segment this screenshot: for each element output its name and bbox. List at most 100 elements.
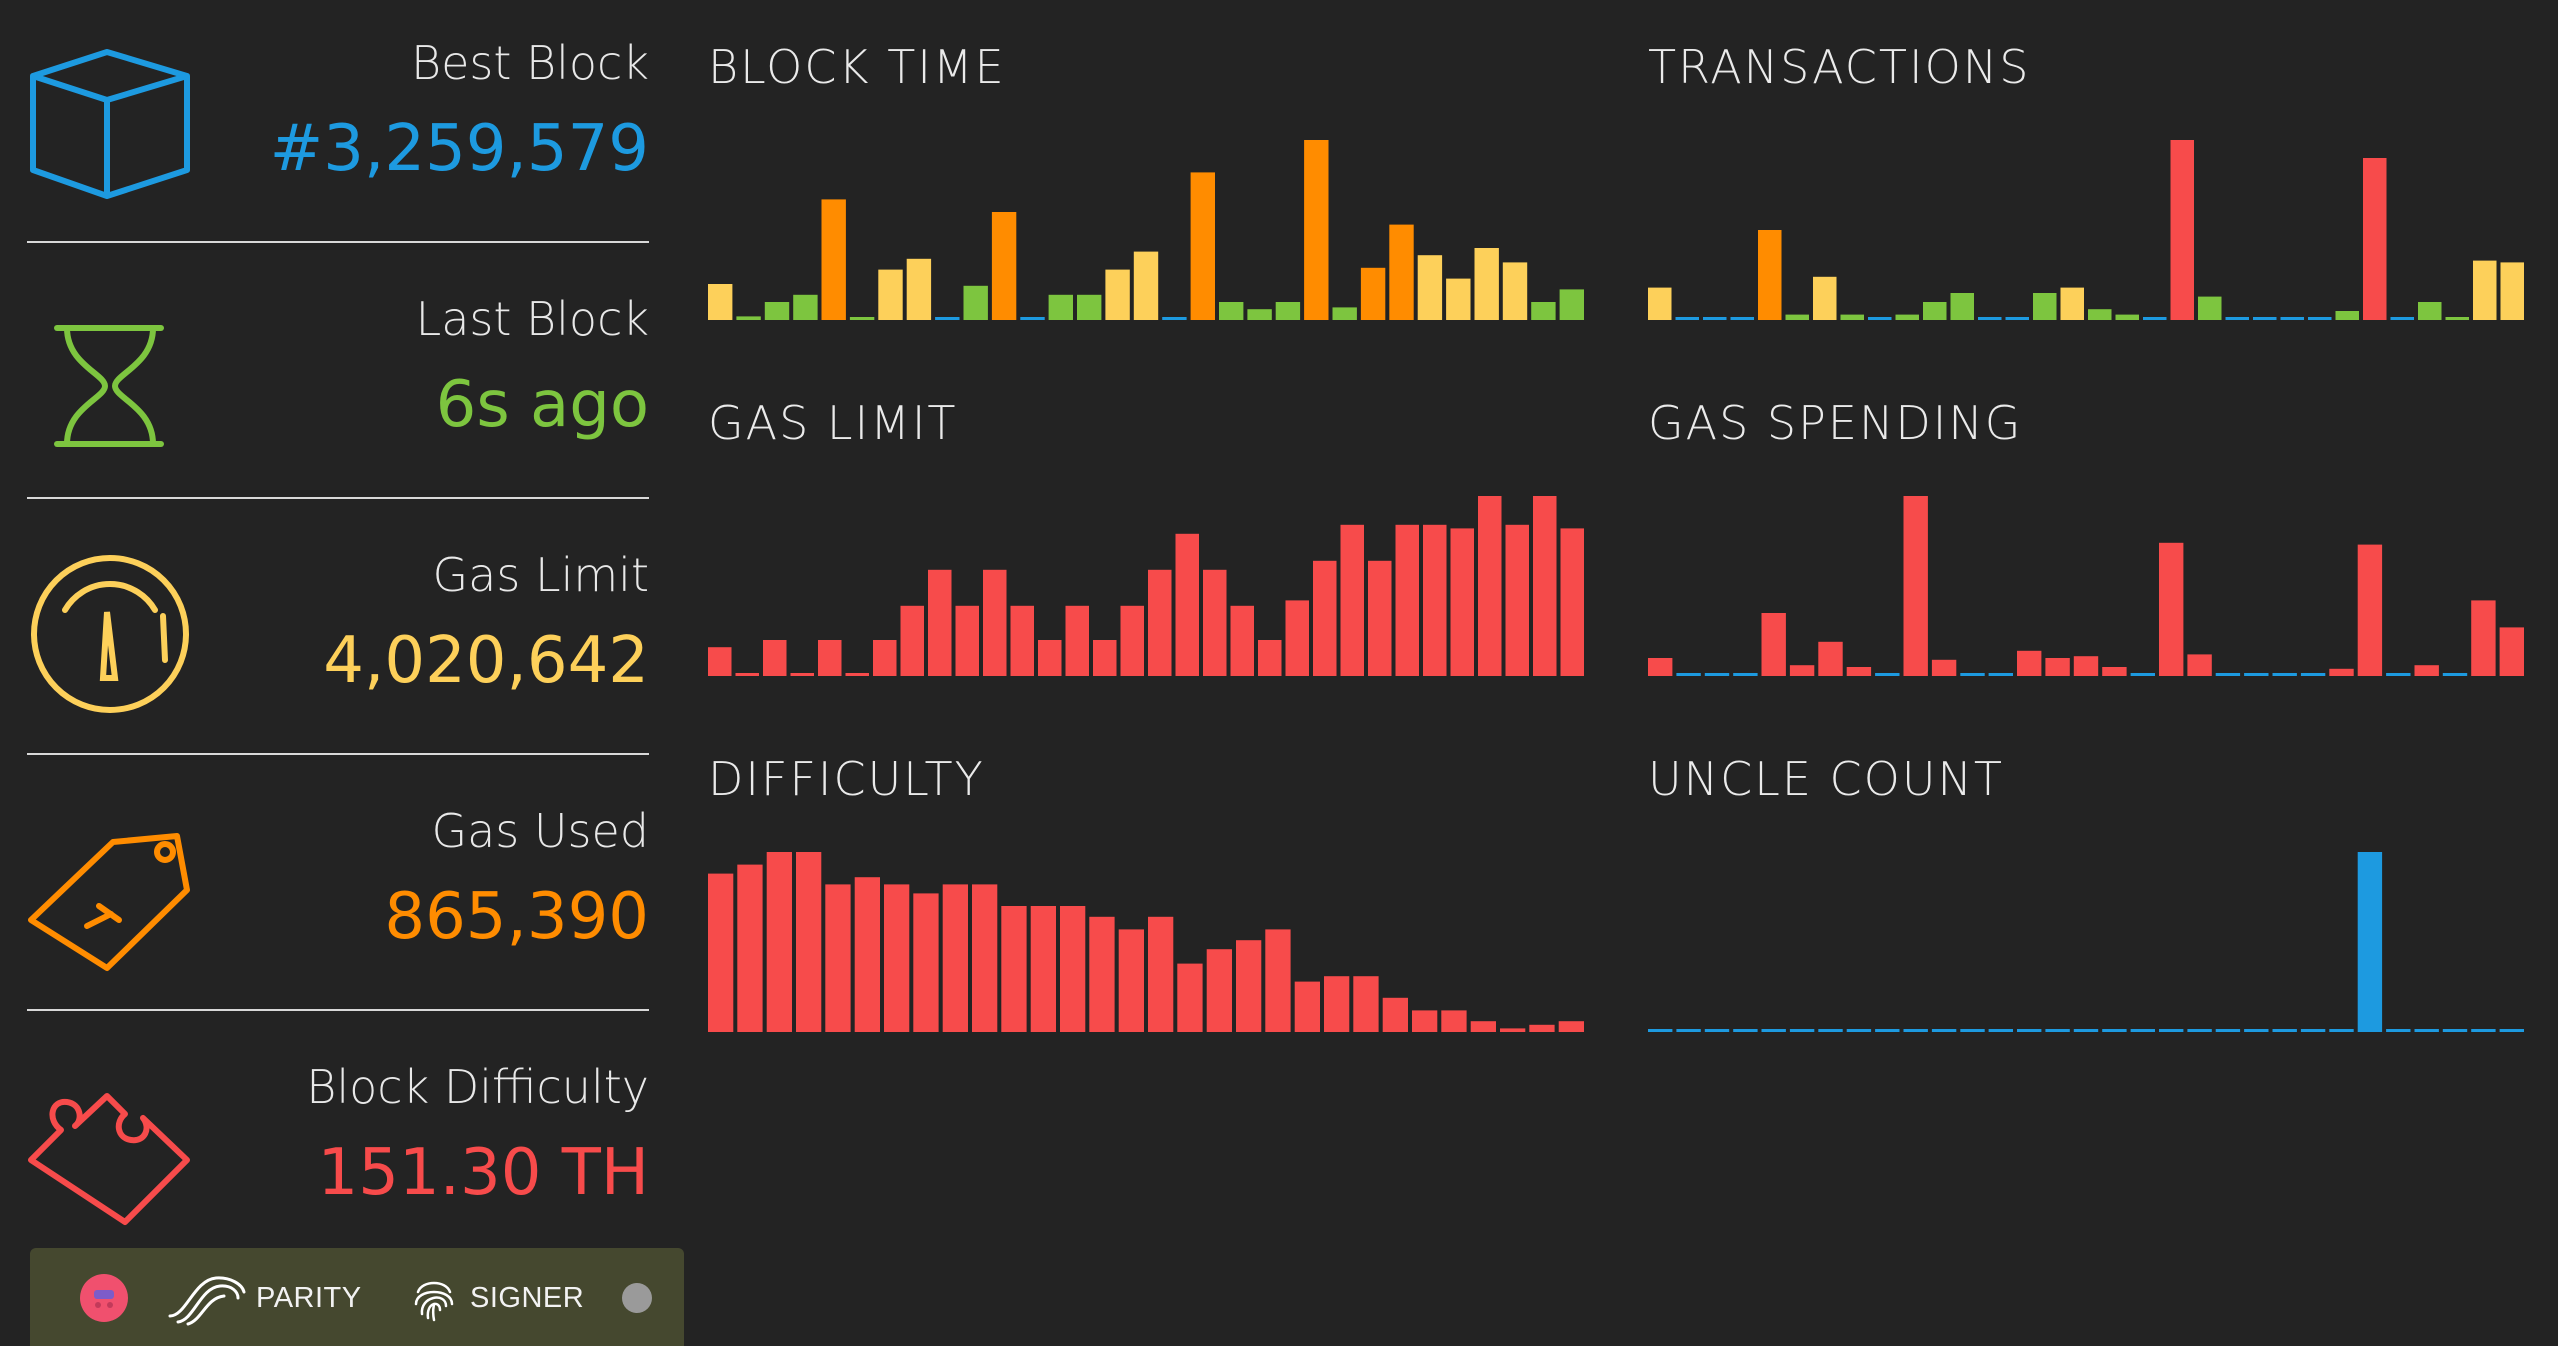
- signer-link[interactable]: SIGNER: [412, 1270, 584, 1326]
- chart-bar: [1733, 673, 1758, 676]
- chart-bar: [2102, 667, 2127, 676]
- chart-bar: [1060, 906, 1086, 1032]
- chart-bar: [1988, 673, 2013, 676]
- status-button[interactable]: [76, 1270, 132, 1326]
- chart-bar: [1441, 1010, 1467, 1032]
- chart-gas-limit-bars: [708, 496, 1584, 676]
- chart-bar: [2471, 600, 2496, 676]
- chart-bar: [1559, 289, 1584, 320]
- chart-bar: [2215, 673, 2241, 676]
- chart-bar: [2500, 262, 2524, 320]
- divider: [27, 497, 649, 499]
- chart-bar: [1931, 659, 1957, 676]
- chart-bar: [1531, 302, 1556, 320]
- stat-last-block: Last Block 6s ago: [27, 256, 649, 512]
- chart-bar: [2329, 1029, 2354, 1032]
- chart-bar: [1148, 916, 1174, 1032]
- chart-bar: [1065, 605, 1089, 676]
- chart-bar: [1395, 524, 1419, 676]
- chart-bar: [991, 212, 1017, 320]
- stat-label: Gas Limit: [432, 548, 649, 602]
- chart-bar: [1423, 524, 1447, 676]
- chart-bar: [2300, 673, 2326, 676]
- chart-bar: [766, 852, 792, 1032]
- chart-bar: [825, 884, 851, 1032]
- stat-value: 151.30 TH: [317, 1136, 650, 1210]
- chart-bar: [1446, 278, 1471, 320]
- chart-bar: [2471, 1029, 2496, 1032]
- chart-bar: [1895, 314, 1919, 320]
- chart-bar: [1903, 496, 1928, 676]
- parity-link[interactable]: PARITY: [166, 1270, 362, 1326]
- chart-bar: [1648, 287, 1672, 320]
- chart-bar: [736, 316, 761, 320]
- chart-bar: [1118, 929, 1144, 1032]
- chart-bar: [1505, 524, 1529, 676]
- chart-bar: [735, 673, 759, 676]
- chart-bar: [854, 877, 880, 1032]
- chart-bar: [2225, 317, 2249, 320]
- chart-bar: [2272, 673, 2297, 676]
- chart-bar: [972, 884, 998, 1032]
- chart-bar: [1785, 314, 1809, 320]
- chart-bar: [2244, 673, 2269, 676]
- chart-bar: [1368, 560, 1392, 676]
- chart-title: GAS SPENDING: [1648, 396, 2023, 450]
- chart-bar: [2143, 317, 2167, 320]
- chart-title: GAS LIMIT: [708, 396, 958, 450]
- chart-bar: [1648, 1029, 1673, 1032]
- chart-difficulty: DIFFICULTY: [708, 752, 1588, 1042]
- chart-bar: [1258, 640, 1282, 676]
- chart-bar: [1077, 294, 1102, 320]
- chart-bar: [2357, 544, 2383, 676]
- chart-bar: [900, 605, 924, 676]
- chart-bar: [1758, 230, 1782, 320]
- chart-bar: [1704, 1029, 1730, 1032]
- chart-bar: [1038, 640, 1062, 676]
- chart-bar: [1846, 667, 1872, 676]
- chart-bar: [2088, 309, 2112, 320]
- chart-bar: [1789, 1029, 1815, 1032]
- chart-bar: [1474, 248, 1499, 320]
- divider: [27, 753, 649, 755]
- chart-bar: [2335, 311, 2359, 320]
- chart-bar: [1703, 317, 1727, 320]
- chart-bar: [2442, 673, 2468, 676]
- chart-bar: [1470, 1021, 1496, 1032]
- chart-bar: [2033, 293, 2057, 320]
- chart-bar: [2253, 317, 2277, 320]
- chart-bar: [2418, 302, 2442, 320]
- chart-bar: [1789, 665, 1815, 676]
- chart-bar: [1133, 251, 1159, 320]
- chart-bar: [1960, 673, 1985, 676]
- chart-transactions-bars: [1648, 140, 2524, 320]
- chart-bar: [2045, 1029, 2070, 1032]
- chart-bar: [2073, 656, 2099, 676]
- chart-bar: [2073, 1029, 2099, 1032]
- chart-bar: [2215, 1029, 2241, 1032]
- chart-bar: [1676, 1029, 1701, 1032]
- chart-bar: [2198, 296, 2222, 320]
- chart-bar: [2473, 260, 2497, 320]
- chart-bar: [1840, 314, 1864, 320]
- chart-bar: [1875, 1029, 1900, 1032]
- chart-bar: [1190, 172, 1215, 320]
- stat-label: Best Block: [410, 36, 649, 90]
- chart-bar: [2300, 1029, 2326, 1032]
- chart-bar: [1450, 528, 1474, 676]
- connection-status[interactable]: [620, 1270, 654, 1326]
- chart-bar: [2363, 158, 2387, 320]
- chart-bar: [1818, 1029, 1843, 1032]
- chart-bar: [1275, 302, 1301, 320]
- chart-bar: [878, 269, 903, 320]
- chart-bar: [2115, 314, 2139, 320]
- chart-bar: [2390, 317, 2414, 320]
- chart-bar: [2414, 1029, 2439, 1032]
- chart-bar: [1676, 673, 1701, 676]
- chart-uncle-count: UNCLE COUNT: [1648, 752, 2528, 1042]
- chart-bar: [1730, 317, 1754, 320]
- chart-bar: [1219, 302, 1244, 320]
- chart-bar: [2499, 627, 2524, 676]
- chart-bar: [2102, 1029, 2127, 1032]
- chart-bar: [2187, 1029, 2212, 1032]
